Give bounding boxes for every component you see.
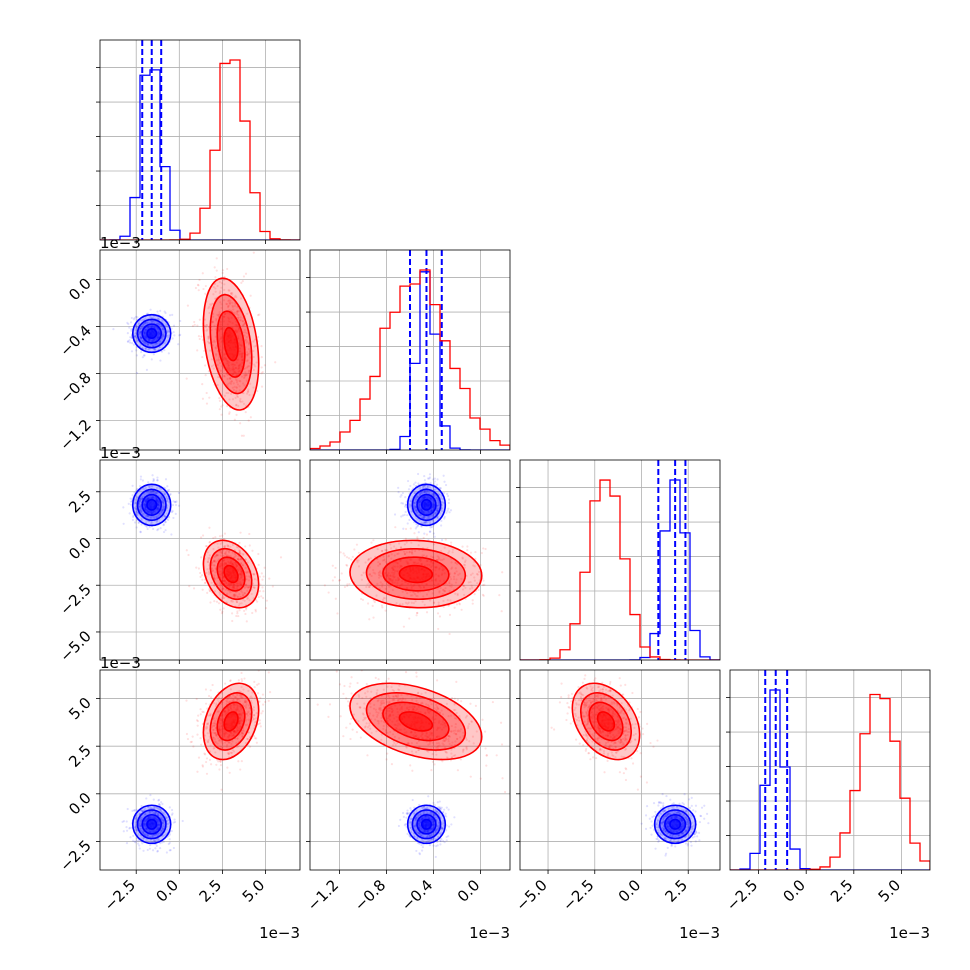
x-tick-label: 5.0 [239,876,269,906]
panel-content [310,460,510,660]
panel-content [520,670,720,870]
panel-0-0 [96,39,301,244]
contour-blue [420,818,432,830]
panel-3-0: −2.5 0.0 2.5 5.0 1e−3 −2.5 0.0 2.5 5.0 1e−3 [56,654,301,942]
panel-content [310,250,510,450]
panel-2-2 [516,459,721,664]
panel-frame [309,459,511,661]
panel-frame [99,459,301,661]
y-tick-label: 2.5 [65,487,95,517]
panel-1-0: −1.2 −0.8 −0.4 0.0 1e−3 [56,234,301,454]
contour-red [223,326,239,362]
x-tick-label: −2.5 [101,876,139,914]
contour-blue [146,498,158,511]
x-tick-label: 2.5 [661,876,691,906]
y-tick-label: −0.8 [56,369,94,407]
y-tick-label: −1.2 [56,416,94,454]
contour-red [223,564,239,584]
histogram-blue [520,479,720,660]
panel-content [100,460,300,660]
x-tick-label: 5.0 [875,876,905,906]
y-tick-label: −2.5 [56,837,94,875]
x-tick-label: −2.5 [559,876,597,914]
y-offset-label: 1e−3 [100,654,141,672]
panel-3-2: −5.0 −2.5 0.0 2.5 1e−3 [512,669,721,942]
panel-2-0: −5.0 −2.5 0.0 2.5 1e−3 [56,444,301,666]
x-tick-label: 2.5 [827,876,857,906]
y-tick-label: −2.5 [56,580,94,618]
x-tick-label: −1.2 [304,876,342,914]
contour-blue [669,818,682,830]
y-tick-label: −5.0 [56,627,94,665]
panel-frame [309,669,511,871]
panel-content [310,670,510,870]
y-tick-label: −0.4 [56,322,94,360]
panel-frame [729,669,931,871]
panel-2-1 [306,459,511,664]
y-tick-label: 5.0 [65,694,95,724]
y-tick-label: 0.0 [65,789,95,819]
panel-content [100,40,300,240]
x-tick-label: 0.0 [454,876,484,906]
panel-content [730,670,930,870]
panel-1-1 [306,249,511,454]
x-offset-label: 1e−3 [889,924,930,942]
panel-3-1: −1.2 −0.8 −0.4 0.0 1e−3 [304,669,511,942]
panel-frame [519,459,721,661]
contour-blue [146,328,158,340]
contour-blue [420,498,432,511]
histogram-blue [100,69,300,240]
x-tick-label: −0.4 [398,876,436,914]
contour-red [223,711,239,732]
contour-red [398,564,434,584]
panel-content [100,250,300,450]
y-tick-label: 0.0 [65,275,95,305]
panel-content [100,670,300,870]
x-tick-label: −0.8 [351,876,389,914]
x-tick-label: 0.0 [779,876,809,906]
panel-frame [99,39,301,241]
x-tick-label: −2.5 [723,876,761,914]
x-offset-label: 1e−3 [469,924,510,942]
y-offset-label: 1e−3 [100,444,141,462]
y-tick-label: 2.5 [65,741,95,771]
contour-blue [146,818,158,830]
histogram-blue [730,689,930,870]
x-tick-label: 0.0 [615,876,645,906]
histogram-red [310,269,510,450]
y-tick-label: 0.0 [65,534,95,564]
panel-frame [99,669,301,871]
contour-red [596,711,616,732]
histogram-red [100,59,300,240]
x-offset-label: 1e−3 [259,924,300,942]
y-offset-label: 1e−3 [100,234,141,252]
panel-content [520,460,720,660]
panel-frame [99,249,301,451]
panel-3-3: −2.5 0.0 2.5 5.0 1e−3 [723,669,931,942]
x-tick-label: 2.5 [196,876,226,906]
panel-frame [519,669,721,871]
contour-red [398,711,434,732]
x-offset-label: 1e−3 [679,924,720,942]
x-tick-label: −5.0 [512,876,550,914]
x-tick-label: 0.0 [153,876,183,906]
panel-frame [309,249,511,451]
